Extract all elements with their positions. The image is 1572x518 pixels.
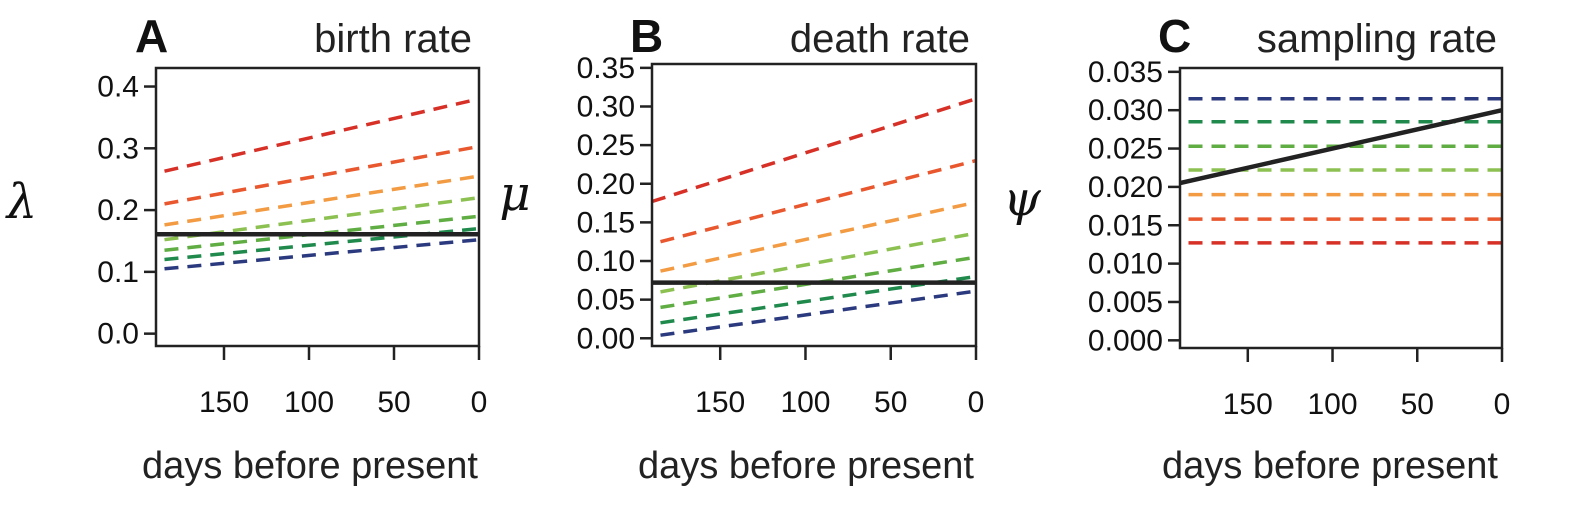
y-tick-label: 0.10	[577, 245, 635, 278]
y-axis-label: ψ	[1003, 171, 1042, 227]
series-layer	[1179, 96, 1503, 245]
y-tick-label: 0.000	[1088, 324, 1163, 357]
dashed-series-line	[660, 200, 977, 273]
panel-a: A birth rate λ days before present 0.00.…	[5, 10, 488, 487]
y-tick-label: 0.010	[1088, 248, 1163, 281]
plot-frame	[1178, 66, 1504, 350]
y-tick-label: 0.30	[577, 90, 635, 123]
x-tick-label: 0	[1494, 388, 1511, 421]
y-tick-label: 0.3	[97, 132, 139, 165]
panel-letter: B	[630, 10, 663, 62]
panel-letter: C	[1158, 10, 1191, 62]
dashed-series-line	[660, 158, 977, 244]
x-tick-label: 100	[1307, 388, 1357, 421]
y-tick-label: 0.35	[577, 52, 635, 85]
x-axis-label: days before present	[1162, 445, 1498, 487]
x-tick-label: 0	[968, 386, 985, 419]
y-tick-label: 0.015	[1088, 209, 1163, 242]
plot-frame	[154, 66, 481, 348]
y-axis-label: λ	[5, 174, 37, 230]
panel-b: B death rate μ days before present 0.000…	[499, 10, 984, 487]
chart-title: death rate	[790, 17, 970, 61]
dashed-series-line	[164, 174, 480, 227]
series-layer	[651, 97, 977, 337]
y-tick-label: 0.2	[97, 194, 139, 227]
panel-letter: A	[135, 10, 168, 62]
chart-title: sampling rate	[1257, 17, 1497, 61]
x-tick-label: 50	[1401, 388, 1434, 421]
y-tick-label: 0.030	[1088, 94, 1163, 127]
y-tick-label: 0.00	[577, 322, 635, 355]
x-axis-label: days before present	[638, 445, 974, 487]
x-tick-label: 150	[695, 386, 745, 419]
y-tick-label: 0.005	[1088, 286, 1163, 319]
y-tick-label: 0.15	[577, 206, 635, 239]
panel-c: C sampling rate ψ days before present 0.…	[1003, 10, 1510, 487]
y-tick-label: 0.020	[1088, 171, 1163, 204]
dashed-series-line	[660, 255, 977, 310]
dashed-series-line	[164, 97, 480, 173]
y-tick-label: 0.1	[97, 256, 139, 289]
y-tick-label: 0.025	[1088, 133, 1163, 166]
dashed-series-line	[660, 289, 977, 337]
y-tick-label: 0.0	[97, 318, 139, 351]
y-axis-label: μ	[499, 166, 530, 222]
y-tick-label: 0.4	[97, 71, 139, 104]
x-tick-label: 0	[471, 386, 488, 419]
x-tick-label: 150	[199, 386, 249, 419]
x-tick-label: 100	[284, 386, 334, 419]
x-axis-label: days before present	[142, 445, 478, 487]
dashed-series-line	[164, 237, 480, 271]
series-layer	[156, 97, 480, 271]
y-tick-label: 0.20	[577, 168, 635, 201]
tick-layer: 0.00 0.05 0.10 0.15 0.20 0.25 0.30 0.35 150 100 50…	[577, 52, 985, 419]
y-tick-label: 0.035	[1088, 56, 1163, 89]
tick-layer: 0.000 0.005 0.010 0.015 0.020 0.025 0.030 0.035…	[1088, 56, 1510, 421]
y-tick-label: 0.05	[577, 284, 635, 317]
dashed-series-line	[651, 97, 977, 204]
plot-frame	[650, 62, 978, 348]
x-tick-label: 50	[874, 386, 907, 419]
tick-layer: 0.0 0.1 0.2 0.3 0.4 150 100 50 0	[97, 71, 487, 419]
x-tick-label: 100	[780, 386, 830, 419]
x-tick-label: 50	[377, 386, 410, 419]
solid-series-line	[1179, 108, 1503, 186]
x-tick-label: 150	[1223, 388, 1273, 421]
y-tick-label: 0.25	[577, 129, 635, 162]
chart-title: birth rate	[314, 17, 472, 61]
dashed-series-line	[164, 144, 480, 206]
dashed-series-line	[164, 214, 480, 252]
